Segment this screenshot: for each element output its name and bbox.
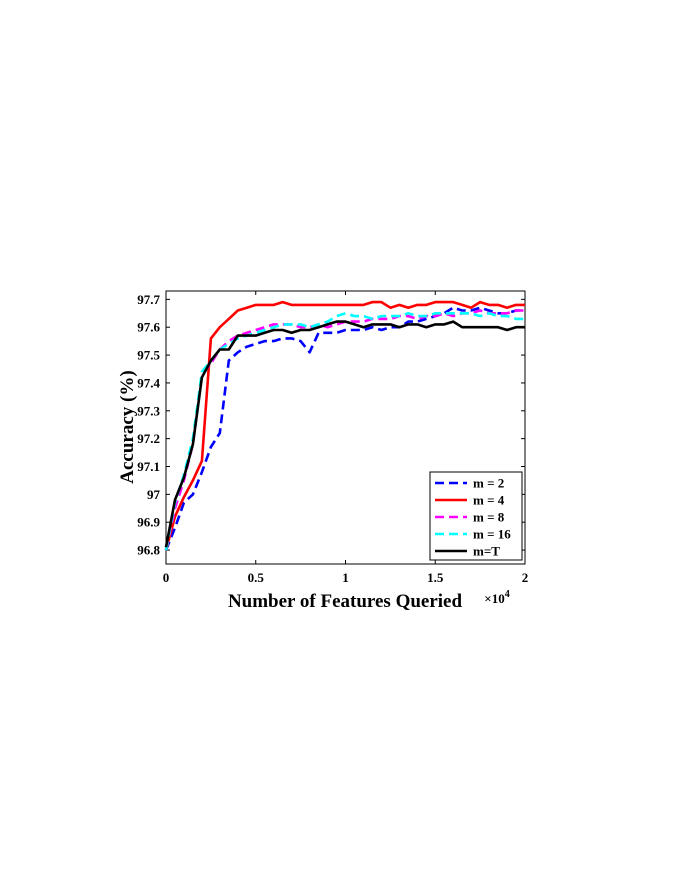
y-tick-label: 97.3 — [137, 403, 160, 418]
legend: m = 2 m = 4 m = 8 m = 16 m=T — [429, 471, 523, 561]
y-tick-label: 97.2 — [137, 431, 160, 446]
legend-label: m = 16 — [473, 527, 511, 542]
legend-label: m = 8 — [473, 510, 505, 525]
y-tick-label: 97.5 — [137, 348, 160, 363]
y-axis-label: Accuracy (%) — [117, 370, 138, 483]
x-tick-label: 1.5 — [427, 570, 444, 585]
legend-box — [429, 471, 523, 561]
series-line — [164, 306, 525, 551]
y-tick-label: 96.8 — [137, 543, 160, 558]
x-tick-label: 0 — [163, 570, 170, 585]
y-tick-label: 97.4 — [137, 375, 160, 390]
axis-ticks: 96.8 96.9 97 97.1 97.2 97.3 97.4 97.5 97.6 97.7 0 0… — [137, 291, 528, 585]
y-tick-label: 97 — [147, 487, 161, 502]
series-lines — [164, 300, 525, 551]
legend-label: m=T — [473, 544, 500, 559]
series-line — [164, 320, 525, 548]
x-axis-label: Number of Features Queried — [228, 591, 463, 612]
legend-label: m = 4 — [473, 493, 505, 508]
series-line — [164, 300, 525, 551]
y-tick-label: 97.1 — [137, 459, 160, 474]
x-tick-label: 0.5 — [248, 570, 265, 585]
x-axis-multiplier: ×104 — [484, 589, 509, 606]
y-tick-label: 97.6 — [137, 320, 160, 335]
x-tick-label: 2 — [522, 570, 529, 585]
y-tick-label: 96.9 — [137, 515, 160, 530]
x-tick-label: 1 — [342, 570, 349, 585]
y-tick-label: 97.7 — [137, 292, 160, 307]
series-line — [164, 311, 525, 551]
legend-label: m = 2 — [473, 476, 504, 491]
